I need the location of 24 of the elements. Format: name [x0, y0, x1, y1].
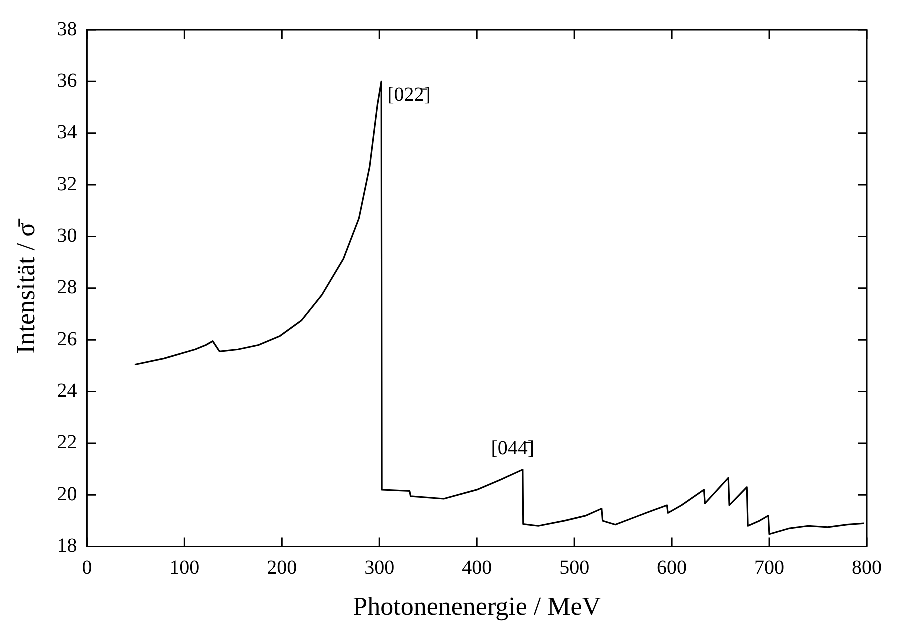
y-tick-label: 20 — [57, 483, 78, 506]
annotation: [022̄] — [388, 84, 431, 106]
x-axis-title: Photonenenergie / MeV — [353, 592, 602, 622]
annotation: [044̄] — [491, 438, 535, 460]
y-tick-label: 18 — [57, 535, 78, 558]
y-tick-label: 38 — [57, 18, 78, 40]
x-tick-label: 200 — [267, 557, 298, 580]
x-tick-label: 700 — [754, 557, 785, 580]
x-tick-label: 500 — [560, 557, 590, 580]
x-tick-label: 400 — [462, 557, 492, 580]
y-tick-label: 22 — [57, 432, 78, 454]
x-tick-label: 600 — [657, 557, 688, 580]
y-tick-label: 28 — [57, 276, 78, 299]
y-tick-label: 30 — [57, 224, 78, 247]
x-tick-label: 100 — [170, 557, 200, 580]
x-tick-label: 0 — [82, 557, 92, 580]
y-tick-label: 24 — [57, 380, 78, 402]
y-axis-title: Intensität / σ̄ — [11, 218, 40, 354]
y-tick-label: 32 — [57, 173, 78, 196]
y-tick-label: 36 — [57, 70, 78, 92]
x-tick-label: 800 — [852, 557, 882, 580]
x-tick-label: 300 — [364, 557, 395, 580]
y-tick-label: 34 — [57, 122, 78, 144]
y-tick-label: 26 — [57, 328, 78, 350]
